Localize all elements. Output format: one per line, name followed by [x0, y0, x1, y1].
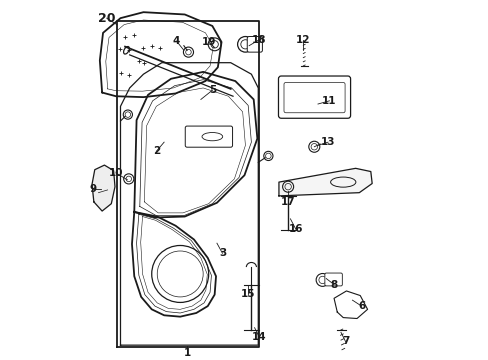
Text: 11: 11	[322, 96, 336, 106]
Text: 15: 15	[241, 289, 255, 299]
Text: 10: 10	[108, 168, 123, 178]
Circle shape	[208, 38, 221, 51]
Text: 18: 18	[251, 35, 266, 45]
Circle shape	[237, 36, 253, 52]
Text: 7: 7	[341, 337, 348, 346]
Text: 12: 12	[295, 35, 310, 45]
Text: 14: 14	[251, 332, 266, 342]
Text: 17: 17	[280, 197, 295, 207]
FancyBboxPatch shape	[324, 273, 342, 286]
FancyBboxPatch shape	[284, 82, 345, 113]
Text: 16: 16	[288, 224, 303, 234]
Text: 4: 4	[172, 36, 180, 46]
Ellipse shape	[123, 46, 129, 54]
Text: 8: 8	[330, 279, 337, 289]
Text: 2: 2	[152, 146, 160, 156]
Text: 1: 1	[183, 348, 190, 358]
Text: 3: 3	[219, 248, 225, 258]
Polygon shape	[333, 291, 367, 319]
Text: 19: 19	[201, 37, 215, 47]
Text: 20: 20	[98, 12, 115, 24]
FancyBboxPatch shape	[278, 76, 350, 118]
Text: 13: 13	[320, 137, 335, 147]
Text: 9: 9	[89, 184, 96, 194]
Polygon shape	[278, 168, 371, 196]
FancyBboxPatch shape	[185, 126, 232, 147]
Polygon shape	[92, 165, 115, 211]
FancyBboxPatch shape	[247, 36, 262, 52]
Text: 6: 6	[357, 301, 365, 311]
Text: 5: 5	[208, 85, 216, 95]
